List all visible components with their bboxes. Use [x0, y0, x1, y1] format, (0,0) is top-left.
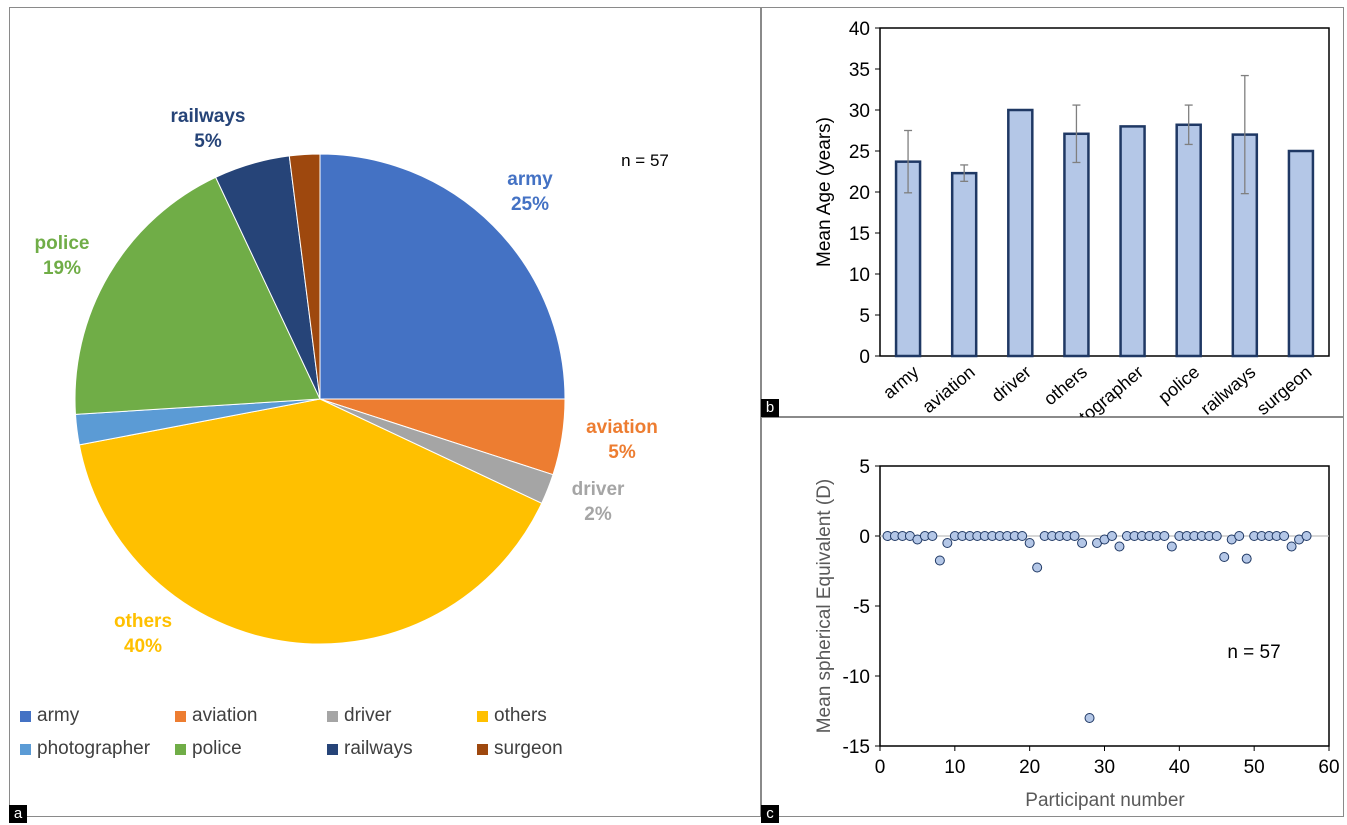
pie-label-police: police: [35, 233, 90, 254]
pie-label-others: others: [114, 611, 172, 632]
legend-swatch-police: [175, 743, 186, 755]
legend-item-photographer: photographer: [20, 738, 150, 760]
bar-surgeon: [1287, 149, 1315, 358]
legend-swatch-photographer: [20, 743, 31, 755]
legend-item-driver: driver: [327, 705, 392, 727]
scatter-point: [1211, 531, 1222, 541]
legend-item-aviation: aviation: [175, 705, 258, 727]
scatter-xtick-label: 0: [875, 757, 886, 778]
scatter-xtick-label: 30: [1094, 757, 1115, 778]
bar-photographer: [1119, 125, 1146, 358]
scatter-xtick-label: 50: [1244, 757, 1265, 778]
bar-ytick-label: 5: [859, 306, 870, 327]
scatter-point: [1279, 531, 1290, 541]
legend-label-railways: railways: [344, 738, 413, 759]
legend-item-surgeon: surgeon: [477, 738, 563, 760]
scatter-ytick-label: -5: [853, 597, 870, 618]
scatter-y-axis-title: Mean spherical Equivalent (D): [814, 479, 835, 734]
scatter-point: [1219, 552, 1230, 562]
legend-label-army: army: [37, 705, 80, 726]
scatter-ytick-label: 5: [859, 457, 870, 478]
pie-slice-police: [74, 176, 321, 415]
scatter-point: [1241, 553, 1252, 564]
legend-label-photographer: photographer: [37, 738, 151, 759]
scatter-ytick-label: 0: [859, 527, 870, 548]
scatter-xtick-label: 20: [1019, 757, 1040, 778]
pie-percent-others: 40%: [124, 636, 162, 657]
scatter-point: [1166, 541, 1177, 552]
legend-item-police: police: [175, 738, 242, 760]
scatter-point: [1106, 531, 1117, 541]
scatter-point: [1032, 562, 1043, 573]
pie-label-railways: railways: [171, 106, 246, 127]
pie-label-aviation: aviation: [586, 417, 658, 438]
legend-swatch-aviation: [175, 710, 186, 722]
scatter-point: [1069, 531, 1080, 541]
bar-ytick-label: 35: [849, 60, 870, 81]
bar-ytick-label: 0: [859, 347, 870, 368]
legend-item-army: army: [20, 705, 79, 727]
scatter-point: [1084, 713, 1095, 723]
bar-driver: [1007, 108, 1034, 358]
scatter-point: [1159, 531, 1170, 541]
panel-label-c: c: [761, 805, 779, 823]
pie-percent-army: 25%: [511, 194, 549, 215]
bar-ytick-label: 30: [849, 101, 870, 122]
panel-c-frame: [761, 417, 1344, 817]
scatter-xtick-label: 40: [1169, 757, 1190, 778]
panel-label-a: a: [9, 805, 27, 823]
legend-label-driver: driver: [344, 705, 392, 726]
scatter-point: [927, 531, 938, 541]
legend-item-others: others: [477, 705, 547, 727]
bar-aviation: [950, 171, 978, 358]
scatter-point: [934, 555, 945, 566]
bar-ytick-label: 10: [849, 265, 870, 286]
bar-ytick-label: 40: [849, 19, 870, 40]
legend-swatch-railways: [327, 743, 338, 755]
legend-swatch-others: [477, 710, 488, 722]
scatter-point: [1301, 531, 1312, 541]
legend-item-railways: railways: [327, 738, 413, 760]
scatter-point: [1017, 531, 1028, 541]
legend-label-others: others: [494, 705, 547, 726]
scatter-n-annotation: n = 57: [1227, 642, 1280, 663]
bar-ytick-label: 15: [849, 224, 870, 245]
scatter-point: [1024, 538, 1035, 548]
pie-percent-police: 19%: [43, 258, 81, 279]
pie-label-driver: driver: [572, 479, 625, 500]
pie-slice-surgeon: [288, 153, 321, 400]
scatter-point: [1077, 538, 1088, 548]
bar-y-axis-title: Mean Age (years): [814, 117, 835, 267]
legend-label-aviation: aviation: [192, 705, 258, 726]
legend-swatch-army: [20, 710, 31, 722]
scatter-point: [1114, 541, 1125, 552]
scatter-ytick-label: -15: [843, 737, 870, 758]
scatter-xtick-label: 60: [1318, 757, 1339, 778]
scatter-plot-area: [879, 465, 1330, 747]
scatter-ytick-label: -10: [843, 667, 870, 688]
bar-ytick-label: 25: [849, 142, 870, 163]
bar-army: [894, 160, 922, 358]
pie-n-annotation: n = 57: [621, 151, 669, 170]
scatter-xtick-label: 10: [944, 757, 965, 778]
pie-percent-railways: 5%: [194, 131, 222, 152]
scatter-point: [942, 538, 953, 548]
pie-percent-driver: 2%: [584, 504, 612, 525]
scatter-point: [1234, 531, 1245, 541]
pie-slice-others: [78, 398, 543, 645]
panel-label-b: b: [761, 399, 779, 417]
scatter-point: [1286, 541, 1297, 552]
bar-ytick-label: 20: [849, 183, 870, 204]
scatter-x-axis-title: Participant number: [1025, 790, 1185, 811]
legend-swatch-driver: [327, 710, 338, 722]
legend-label-surgeon: surgeon: [494, 738, 563, 759]
legend-label-police: police: [192, 738, 242, 759]
pie-slice-army: [319, 153, 566, 400]
pie-percent-aviation: 5%: [608, 442, 636, 463]
pie-label-army: army: [507, 169, 553, 190]
legend-swatch-surgeon: [477, 743, 488, 755]
